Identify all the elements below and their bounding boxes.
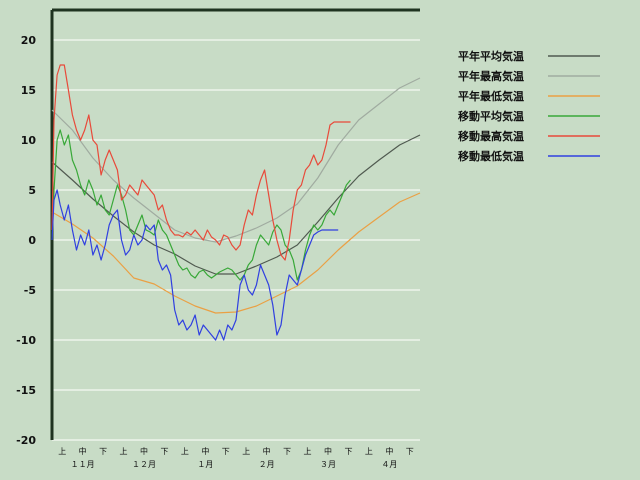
y-tick-label: 0 — [28, 234, 36, 247]
x-tick-label: 下 — [283, 447, 291, 456]
y-tick-label: 15 — [21, 84, 36, 97]
x-tick-label: 上 — [242, 447, 250, 456]
x-tick-label: 上 — [181, 447, 189, 456]
series-line-5 — [51, 189, 339, 341]
x-tick-label: 下 — [160, 447, 168, 456]
series-line-4 — [51, 64, 351, 261]
y-tick-labels: 20 15 10 5 0 -5 -10 -15 -20 — [16, 34, 36, 447]
series-lines — [51, 64, 421, 341]
x-month-label: ４月 — [381, 460, 397, 469]
series-line-2 — [51, 192, 421, 314]
legend-label: 移動平均気温 — [458, 109, 524, 123]
y-tick-label: 20 — [21, 34, 37, 47]
x-tick-label: 上 — [365, 447, 373, 456]
y-tick-label: -5 — [24, 284, 36, 297]
x-tick-label: 中 — [79, 446, 87, 456]
x-tick-label: 上 — [304, 447, 312, 456]
x-tick-label: 中 — [324, 446, 332, 456]
x-tick-label: 上 — [120, 447, 128, 456]
x-month-label: ２月 — [259, 460, 275, 469]
x-month-label: １月 — [197, 460, 213, 469]
legend-label: 移動最低気温 — [458, 149, 524, 163]
x-month-label: ３月 — [320, 460, 336, 469]
x-tick-label: 下 — [222, 447, 230, 456]
grid — [52, 39, 420, 441]
x-tick-label: 下 — [344, 447, 352, 456]
x-month-label: １２月 — [132, 460, 156, 469]
legend-label: 移動最高気温 — [458, 129, 524, 143]
x-month-label: １１月 — [71, 460, 95, 469]
x-tick-label: 中 — [385, 446, 393, 456]
y-tick-label: -15 — [16, 384, 36, 397]
x-tick-label: 中 — [140, 446, 148, 456]
x-tick-label: 中 — [201, 446, 209, 456]
x-tick-label: 中 — [263, 446, 271, 456]
series-line-1 — [51, 77, 421, 243]
legend-label: 平年最低気温 — [458, 89, 524, 103]
legend-label: 平年平均気温 — [458, 49, 524, 63]
legend-label: 平年最高気温 — [458, 69, 524, 83]
x-tick-label: 上 — [58, 447, 66, 456]
x-tick-labels: 上 中 下 上 中 下 上 中 下 上 中 下 上 中 下 上 中 下 １１月 １２月 １月 ２月 ３月 ４月 — [58, 446, 414, 469]
x-tick-label: 下 — [99, 447, 107, 456]
y-tick-label: -10 — [16, 334, 36, 347]
y-tick-label: -20 — [16, 434, 36, 447]
x-tick-label: 下 — [406, 447, 414, 456]
y-tick-label: 10 — [21, 134, 37, 147]
y-tick-label: 5 — [28, 184, 36, 197]
